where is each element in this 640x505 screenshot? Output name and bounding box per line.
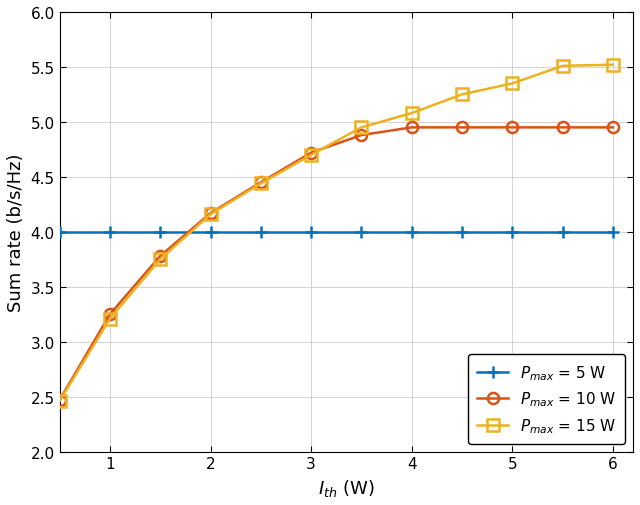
$P_{max}$ = 10 W [156,254,164,260]
$P_{max}$ = 5 W [458,229,466,235]
$P_{max}$ = 15 W [358,125,365,131]
$P_{max}$ = 15 W [56,398,63,405]
$P_{max}$ = 15 W [106,316,114,322]
$P_{max}$ = 5 W [207,229,214,235]
$P_{max}$ = 10 W [358,133,365,139]
$P_{max}$ = 15 W [257,181,265,187]
$P_{max}$ = 10 W [408,125,415,131]
$P_{max}$ = 5 W [56,229,63,235]
$P_{max}$ = 10 W [609,125,617,131]
$P_{max}$ = 15 W [408,111,415,117]
$P_{max}$ = 5 W [156,229,164,235]
$P_{max}$ = 15 W [509,81,516,87]
$P_{max}$ = 15 W [156,257,164,263]
X-axis label: $I_{th}$ (W): $I_{th}$ (W) [318,477,374,498]
$P_{max}$ = 15 W [559,64,566,70]
$P_{max}$ = 10 W [458,125,466,131]
$P_{max}$ = 15 W [207,212,214,218]
$P_{max}$ = 15 W [458,92,466,98]
$P_{max}$ = 10 W [56,397,63,403]
$P_{max}$ = 15 W [307,153,315,159]
$P_{max}$ = 5 W [257,229,265,235]
Line: $P_{max}$ = 15 W: $P_{max}$ = 15 W [54,60,618,407]
Line: $P_{max}$ = 10 W: $P_{max}$ = 10 W [54,123,618,406]
Y-axis label: Sum rate (b/s/Hz): Sum rate (b/s/Hz) [7,153,25,312]
$P_{max}$ = 10 W [509,125,516,131]
$P_{max}$ = 10 W [106,312,114,318]
$P_{max}$ = 5 W [609,229,617,235]
$P_{max}$ = 15 W [609,63,617,69]
$P_{max}$ = 10 W [307,150,315,157]
$P_{max}$ = 10 W [207,211,214,217]
$P_{max}$ = 5 W [358,229,365,235]
Line: $P_{max}$ = 5 W: $P_{max}$ = 5 W [53,226,619,238]
$P_{max}$ = 5 W [106,229,114,235]
$P_{max}$ = 5 W [408,229,415,235]
$P_{max}$ = 10 W [559,125,566,131]
$P_{max}$ = 5 W [307,229,315,235]
Legend: $P_{max}$ = 5 W, $P_{max}$ = 10 W, $P_{max}$ = 15 W: $P_{max}$ = 5 W, $P_{max}$ = 10 W, $P_{m… [468,355,625,444]
$P_{max}$ = 5 W [559,229,566,235]
$P_{max}$ = 10 W [257,180,265,186]
$P_{max}$ = 5 W [509,229,516,235]
